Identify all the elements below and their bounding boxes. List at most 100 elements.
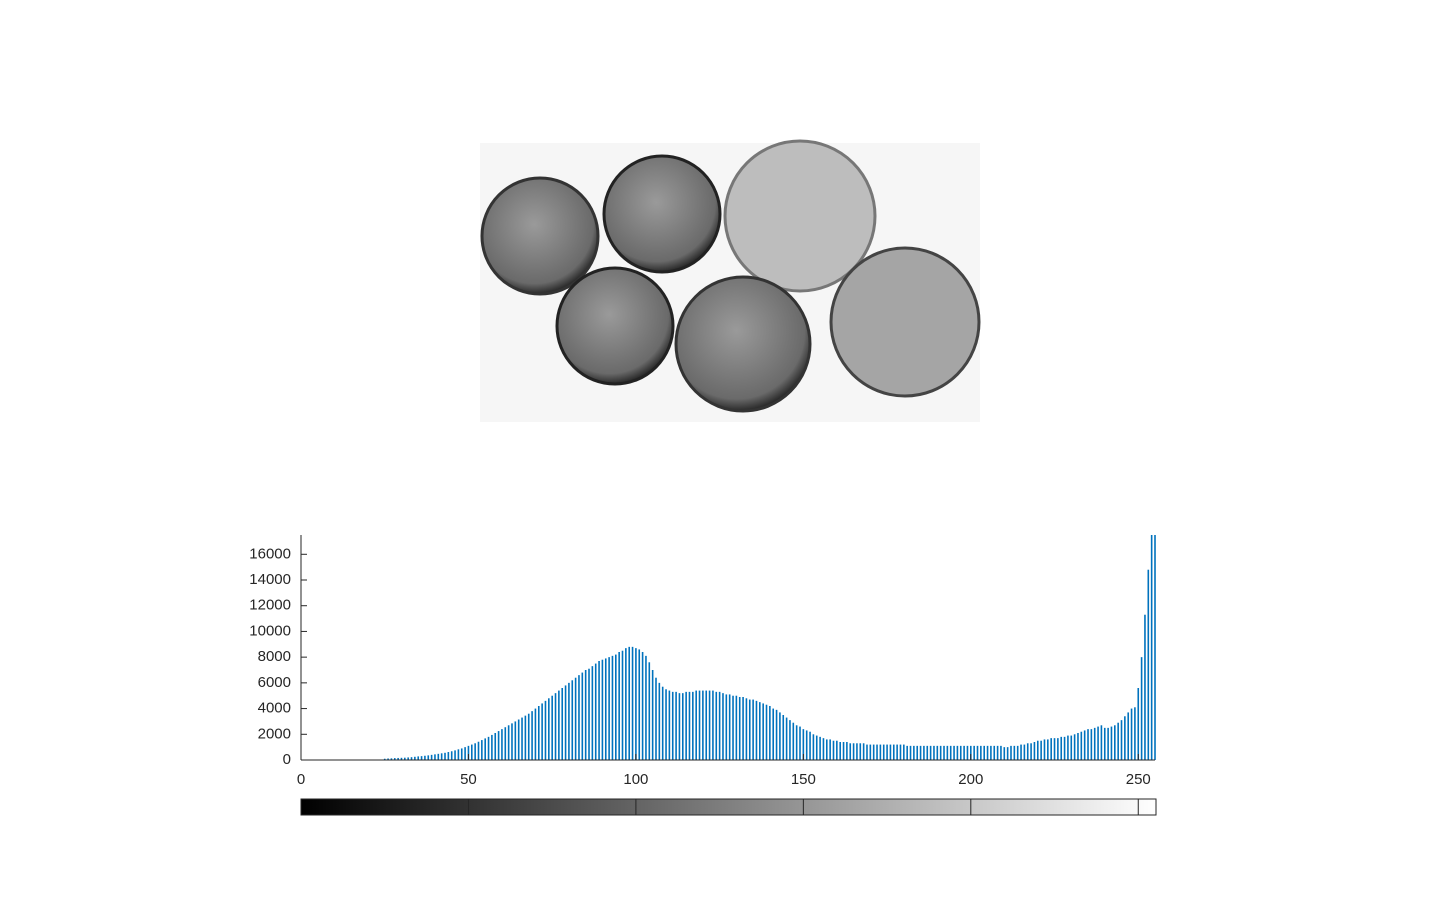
coin <box>829 246 981 398</box>
bar <box>521 717 523 760</box>
bar <box>1093 727 1096 760</box>
bar <box>1050 738 1052 760</box>
bar <box>604 658 607 760</box>
coin <box>602 154 722 274</box>
bar <box>434 754 436 760</box>
bar <box>953 745 955 760</box>
bar <box>859 743 862 760</box>
coin <box>555 266 675 386</box>
bar <box>400 757 403 760</box>
bar <box>1070 735 1073 760</box>
bar <box>450 751 453 760</box>
bar <box>393 758 396 760</box>
bar <box>1053 738 1056 760</box>
bar <box>1003 747 1006 760</box>
bar <box>879 744 882 760</box>
bar <box>852 743 855 760</box>
bar <box>745 698 748 760</box>
bar <box>765 704 768 760</box>
bar <box>568 682 570 760</box>
bar <box>903 744 905 760</box>
bar <box>487 736 490 760</box>
bar <box>785 717 788 760</box>
bar <box>886 744 888 760</box>
bar <box>578 675 580 760</box>
histogram: 0 2000 4000 6000 8000 10000 12000 14000 16000 0 50… <box>249 535 1156 815</box>
bar <box>420 756 423 760</box>
bar <box>842 742 845 760</box>
bar <box>762 703 764 760</box>
bar <box>1077 733 1079 760</box>
bar <box>457 749 460 760</box>
coin <box>674 275 812 413</box>
bar <box>504 727 507 760</box>
bar <box>594 663 597 760</box>
bar <box>1103 727 1106 760</box>
bar <box>980 745 982 760</box>
bar <box>1013 745 1016 760</box>
bar <box>460 748 463 760</box>
bar <box>963 745 965 760</box>
bar <box>799 726 801 760</box>
bar <box>554 693 557 760</box>
bar <box>494 733 497 760</box>
y-tick-label: 4000 <box>258 700 291 717</box>
bar <box>946 745 949 760</box>
bar <box>866 744 868 760</box>
colorbar <box>300 798 1157 816</box>
bar <box>511 723 513 760</box>
bar <box>725 694 728 760</box>
y-tick-label: 0 <box>283 751 291 768</box>
bar <box>658 682 661 760</box>
bar <box>712 690 714 760</box>
bar <box>779 712 781 760</box>
bar <box>645 655 647 760</box>
bar <box>514 721 517 760</box>
bar <box>939 745 942 760</box>
bar <box>1016 745 1019 760</box>
bar <box>383 758 386 760</box>
bar <box>705 690 708 760</box>
bar <box>1073 734 1076 760</box>
bar <box>1120 720 1123 760</box>
bar <box>728 694 731 760</box>
bar <box>933 745 935 760</box>
bar <box>996 745 999 760</box>
bar <box>1087 729 1089 760</box>
bar <box>909 745 912 760</box>
bar <box>1083 730 1086 760</box>
bar <box>839 742 841 760</box>
bar <box>544 700 547 760</box>
bar <box>1150 535 1153 760</box>
bar <box>752 699 754 760</box>
bar <box>1060 736 1063 760</box>
x-tick-label: 250 <box>1126 771 1151 788</box>
bar <box>976 745 979 760</box>
bar <box>795 725 798 760</box>
y-tick-label: 10000 <box>249 622 291 639</box>
bar <box>836 740 838 760</box>
bar <box>809 731 811 760</box>
bar <box>474 743 476 760</box>
bar <box>829 739 831 760</box>
bar <box>638 649 641 760</box>
bar <box>936 745 939 760</box>
bar <box>748 699 751 760</box>
bar <box>675 691 677 760</box>
bar <box>397 757 399 760</box>
bar <box>424 755 426 760</box>
bar <box>695 690 697 760</box>
bar <box>628 646 631 760</box>
bar <box>618 652 620 760</box>
bar <box>949 745 952 760</box>
bar <box>390 758 393 760</box>
bar <box>755 700 758 760</box>
bar <box>410 757 413 760</box>
y-tick-label: 12000 <box>249 597 291 614</box>
bar <box>497 731 500 760</box>
bar <box>802 729 805 760</box>
bar <box>973 745 975 760</box>
bar <box>591 666 594 760</box>
bar <box>906 745 908 760</box>
bar <box>1154 535 1156 760</box>
